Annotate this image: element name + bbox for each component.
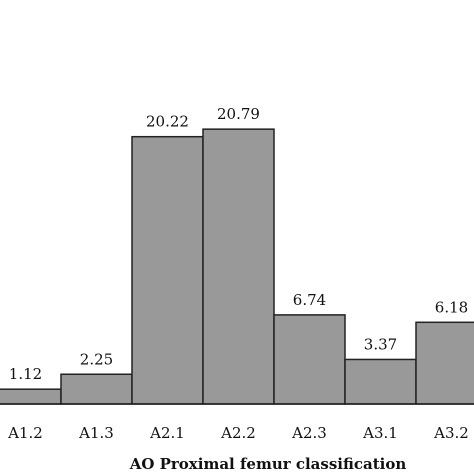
tick-label-A2.3: A2.3: [291, 424, 327, 442]
value-label-A1.3: 2.25: [80, 350, 113, 368]
value-label-A3.2: 6.18: [435, 298, 468, 316]
bar-A2.1: [131, 135, 204, 405]
tick-label-A1.3: A1.3: [78, 424, 114, 442]
tick-label-A3.1: A3.1: [362, 424, 398, 442]
bar-A1.2: [0, 388, 62, 405]
tick-label-A1.2: A1.2: [7, 424, 43, 442]
bar-A2.3: [273, 314, 346, 405]
tick-label-A3.2: A3.2: [433, 424, 469, 442]
bar-A1.3: [60, 373, 133, 405]
value-label-A1.2: 1.12: [9, 365, 42, 383]
value-label-A2.3: 6.74: [293, 291, 326, 309]
value-labels-group: 1.12 2.25 20.22 20.79 6.74 3.37 6.18: [9, 105, 468, 383]
bars-group: [0, 128, 474, 405]
value-label-A2.1: 20.22: [146, 113, 189, 131]
value-label-A2.2: 20.79: [217, 105, 260, 123]
tick-labels-group: A1.2 A1.3 A2.1 A2.2 A2.3 A3.1 A3.2: [7, 424, 469, 442]
value-label-A3.1: 3.37: [364, 335, 397, 353]
tick-label-A2.1: A2.1: [149, 424, 185, 442]
bar-A3.1: [344, 358, 417, 405]
bar-A2.2: [202, 128, 275, 405]
tick-label-A2.2: A2.2: [220, 424, 256, 442]
x-axis-label: AO Proximal femur classification: [129, 455, 407, 473]
bar-A3.2: [415, 321, 474, 405]
